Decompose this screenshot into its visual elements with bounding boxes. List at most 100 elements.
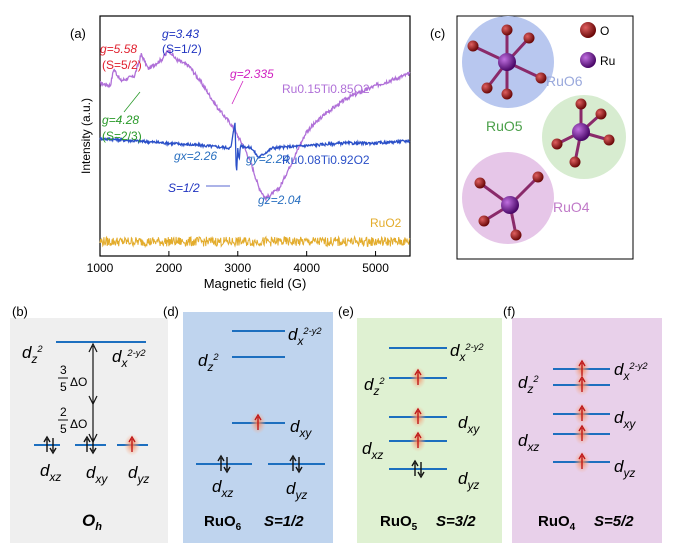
split-arrow-mid (88, 395, 98, 406)
orbital-superscript: 2-y2 (126, 348, 146, 358)
y-axis-label: Intensity (a.u.) (79, 98, 93, 174)
panel-b-title: Oh (82, 511, 102, 533)
oh-h: h (95, 521, 102, 533)
spin-up-arrow-head (411, 459, 419, 467)
panel-b-bg (10, 318, 168, 543)
split-frac-2-denom: 5 (60, 422, 67, 436)
ru-atom (498, 53, 516, 71)
legend-ru008: Ru0.08Ti0.92O2 (282, 153, 370, 167)
orbital-subscript: z (206, 360, 213, 374)
molecules (467, 24, 615, 241)
legend-o-label: O (600, 24, 609, 38)
spin-up-arrow-head (414, 368, 422, 376)
series-line-1 (99, 48, 411, 202)
ru-atom (572, 123, 590, 141)
o-atom (569, 156, 581, 168)
f-sub: 4 (570, 522, 576, 533)
ruo4-label: RuO4 (553, 199, 590, 215)
series-line-3 (99, 234, 411, 249)
annotation-g2335-pointer (231, 80, 244, 105)
panel-f-name: RuO4 (538, 513, 576, 533)
panel-a: (a) 1000 2000 3000 4000 5000 Magnetic field … (70, 15, 411, 291)
orbital-subscript: xy (94, 472, 108, 486)
delta-label-bottom: ΔO (70, 417, 87, 431)
ruo6-molecule (467, 24, 547, 100)
orbital-subscript: xy (622, 417, 636, 431)
o-atom (551, 138, 563, 150)
orbital-subscript: yz (622, 466, 635, 480)
orbital-superscript: 2-y2 (464, 342, 484, 352)
split-frac-2: 2 (60, 405, 67, 419)
panel-d-label: (d) (163, 304, 179, 319)
orbital-superscript: 2 (532, 374, 539, 384)
spin-up-arrow-head (578, 424, 586, 432)
spin-down-arrow-head (223, 466, 231, 474)
o-atom (603, 134, 615, 146)
o-atom (478, 215, 490, 227)
spin-up-arrow-head (578, 375, 586, 383)
series-group (99, 48, 411, 249)
annotation-g2335: g=2.335 (230, 67, 274, 81)
plot-frame (99, 15, 411, 257)
orbital-subscript: z (30, 352, 37, 366)
ruo4-molecule (474, 171, 544, 241)
panel-e-label: (e) (338, 304, 354, 319)
o-atom (595, 108, 607, 120)
panel-a-label: (a) (70, 26, 86, 41)
orbital-subscript: yz (294, 488, 307, 502)
split-arrow-top (88, 342, 98, 353)
x-tick-label: 3000 (224, 261, 251, 275)
o-atom (575, 98, 587, 110)
ruo5-label: RuO5 (486, 118, 523, 134)
split-arrow-bottom (88, 433, 98, 444)
panel-d-name: RuO6 (204, 513, 242, 533)
legend-ru015: Ru0.15Ti0.85O2 (282, 82, 370, 96)
annotation-g428: g=4.28 (102, 113, 139, 127)
e-sub: 5 (412, 522, 418, 533)
o-atom (481, 82, 493, 94)
legend-ru-ball (580, 52, 596, 68)
orbital-subscript: xz (370, 448, 383, 462)
annotation-s12b: S=1/2 (168, 181, 200, 195)
annotation-gy: gy=2.24 (246, 152, 289, 166)
d-sub: 6 (236, 522, 242, 533)
orbital-subscript: xy (298, 426, 312, 440)
spin-up-arrow-head (578, 452, 586, 460)
annotation-g343: g=3.43 (162, 27, 199, 41)
x-tick-label: 1000 (87, 261, 114, 275)
orbital-subscript: z (372, 384, 379, 398)
o-atom (467, 40, 479, 52)
spin-up-arrow-head (578, 404, 586, 412)
spin-up-arrow-head (254, 413, 262, 421)
legend-ru-label: Ru (600, 54, 615, 68)
spin-up-arrow-head (43, 435, 51, 443)
orbital-subscript: xy (466, 422, 480, 436)
spin-up-arrow-head (128, 435, 136, 443)
spin-up-arrow-head (217, 454, 225, 462)
x-axis: 1000 2000 3000 4000 5000 (87, 251, 389, 275)
orbital-superscript: 2-y2 (628, 361, 648, 371)
orbital-superscript: 2 (378, 376, 385, 386)
orbital-subscript: yz (466, 478, 479, 492)
orbital-subscript: x (622, 369, 630, 383)
ruo5-molecule (551, 98, 615, 168)
panel-c-label: (c) (430, 26, 445, 41)
orbital-subscript: xz (48, 470, 61, 484)
annotation-s23: (S=2/3) (102, 129, 142, 143)
x-tick-label: 2000 (156, 261, 183, 275)
orbital-superscript: 2 (36, 344, 43, 354)
panel-d-spin: S=1/2 (264, 513, 304, 530)
spin-up-arrow-head (578, 359, 586, 367)
annotation-gz: gz=2.04 (258, 193, 301, 207)
panel-e-spin: S=3/2 (436, 513, 476, 530)
panel-f-spin: S=5/2 (594, 513, 634, 530)
panel-c: (c) O Ru RuO6 RuO5 RuO4 (430, 15, 634, 260)
series-line-2 (99, 122, 411, 171)
panel-f-label: (f) (503, 304, 515, 319)
annotation-s52: (S=5/2) (102, 58, 142, 72)
orbital-subscript: yz (136, 472, 149, 486)
annotation-s12: (S=1/2) (162, 42, 202, 56)
o-atom (532, 171, 544, 183)
orbital-superscript: 2 (212, 352, 219, 362)
